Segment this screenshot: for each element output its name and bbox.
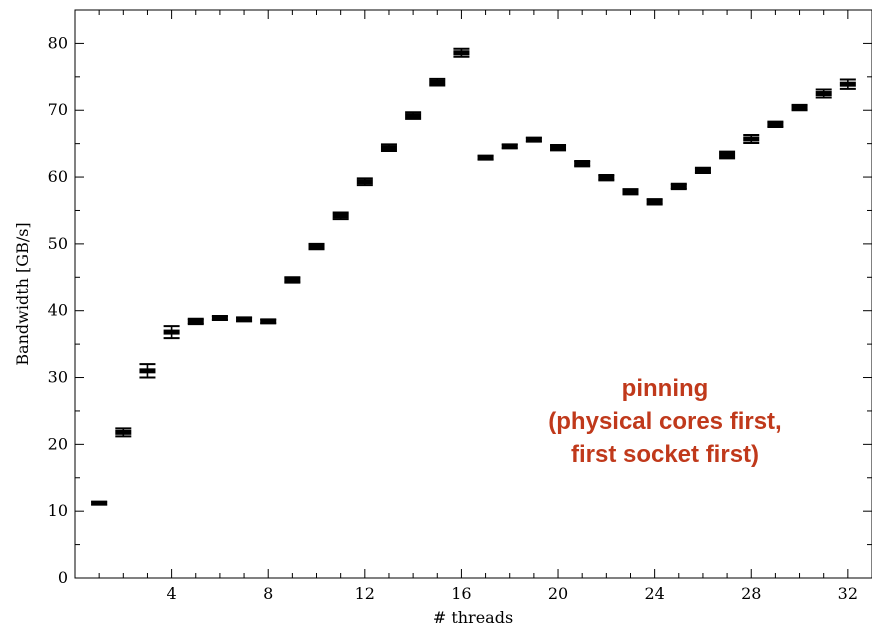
y-tick-label: 50 xyxy=(48,234,68,253)
x-tick-label: 8 xyxy=(263,584,273,603)
data-point xyxy=(815,88,832,99)
tick-labels: 4 8 12 16 20 24 28 32 0 10 20 30 40 50 60 70 80 xyxy=(48,33,858,603)
data-point xyxy=(211,315,228,322)
axis-ticks xyxy=(75,9,872,579)
y-tick-label: 20 xyxy=(48,434,68,453)
x-tick-label: 16 xyxy=(451,584,471,603)
plot-frame xyxy=(74,9,872,579)
data-point xyxy=(694,166,711,175)
data-point xyxy=(115,427,132,438)
y-tick-label: 10 xyxy=(48,501,68,520)
data-point xyxy=(477,154,494,161)
data-point xyxy=(429,77,446,87)
data-point xyxy=(743,133,760,144)
data-point xyxy=(791,103,808,112)
data-point xyxy=(332,211,349,221)
x-tick-label: 4 xyxy=(167,584,177,603)
data-point xyxy=(574,160,591,168)
x-tick-label: 28 xyxy=(741,584,761,603)
pinning-annotation: pinning (physical cores first, first soc… xyxy=(470,372,860,471)
data-point xyxy=(405,111,422,120)
annotation-line-2: (physical cores first, xyxy=(548,408,782,435)
y-tick-label: 80 xyxy=(48,33,68,52)
annotation-line-1: pinning xyxy=(621,375,709,402)
y-tick-label: 70 xyxy=(48,100,68,119)
data-point xyxy=(598,174,615,182)
data-point xyxy=(525,136,542,143)
data-point xyxy=(453,47,470,58)
data-point xyxy=(163,325,180,340)
data-point xyxy=(646,198,663,206)
data-point xyxy=(139,363,156,379)
data-point xyxy=(284,276,301,284)
y-tick-label: 40 xyxy=(48,301,68,320)
data-points xyxy=(91,47,856,506)
data-point xyxy=(356,177,373,187)
data-point xyxy=(622,188,639,196)
x-tick-label: 20 xyxy=(548,584,568,603)
data-point xyxy=(91,500,108,506)
data-point xyxy=(501,143,518,150)
y-tick-label: 0 xyxy=(58,568,68,587)
y-tick-label: 60 xyxy=(48,167,68,186)
x-axis-label: # threads xyxy=(433,608,513,627)
data-point xyxy=(260,318,277,325)
x-tick-label: 32 xyxy=(838,584,858,603)
data-point xyxy=(550,143,567,152)
data-point xyxy=(308,242,325,251)
data-point xyxy=(670,182,687,191)
data-point xyxy=(767,120,784,128)
x-tick-label: 12 xyxy=(355,584,375,603)
data-point xyxy=(719,150,736,160)
data-point xyxy=(839,78,856,90)
data-point xyxy=(380,143,397,152)
y-axis-label: Bandwidth [GB/s] xyxy=(13,222,32,365)
x-tick-label: 24 xyxy=(644,584,664,603)
data-point xyxy=(187,317,204,326)
annotation-line-3: first socket first) xyxy=(570,441,760,468)
y-tick-label: 30 xyxy=(48,368,68,387)
data-point xyxy=(236,316,253,323)
